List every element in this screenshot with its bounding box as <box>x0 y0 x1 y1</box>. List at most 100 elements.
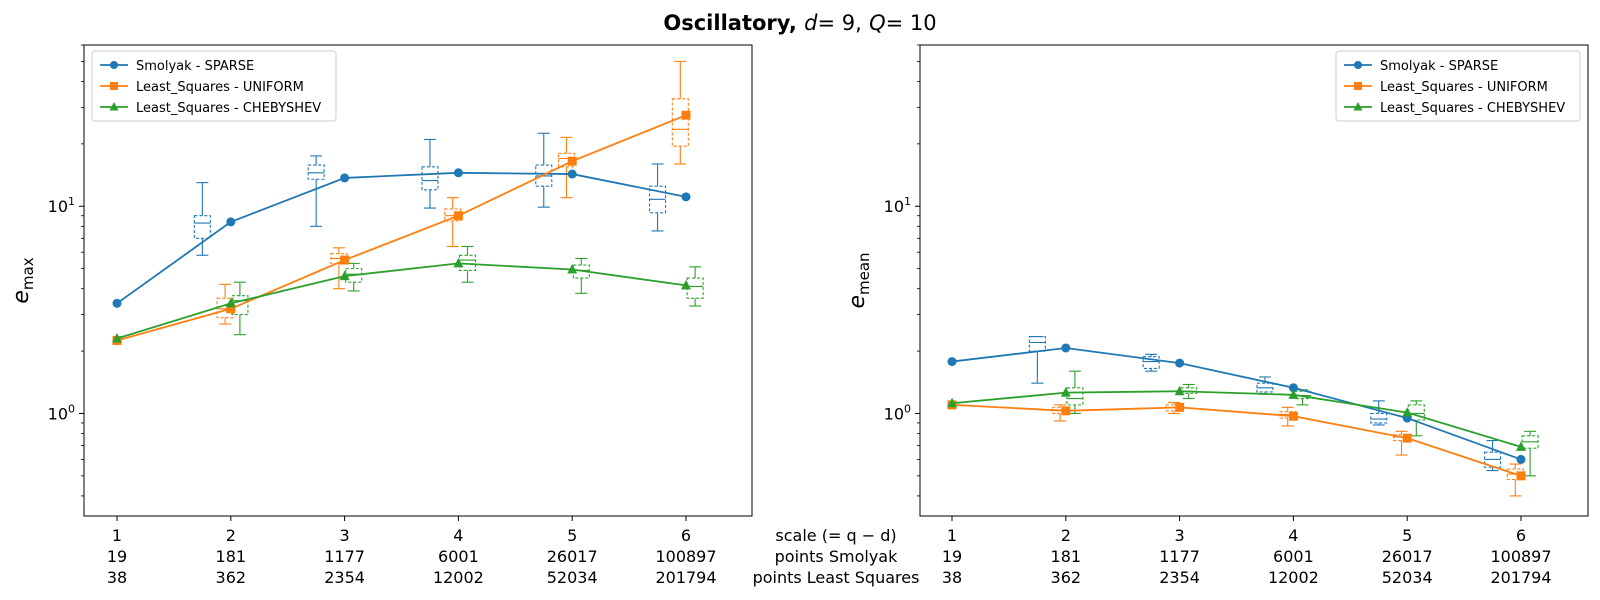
marker-triangle <box>453 257 464 268</box>
x-tick-label-smolyak: 100897 <box>655 547 716 566</box>
series-line <box>116 262 687 340</box>
x-tick-label-smolyak: 181 <box>1051 547 1082 566</box>
marker-triangle <box>947 397 957 408</box>
boxplot <box>535 132 553 208</box>
x-tick-label-smolyak: 1177 <box>324 547 365 566</box>
boxplot <box>458 245 477 283</box>
x-tick-label-scale: 6 <box>1516 526 1526 545</box>
x-tick-label-ls: 38 <box>942 568 962 587</box>
x-tick-label-scale: 3 <box>1175 526 1185 545</box>
panel-emax: 100 101 emax 1 19 38 2 181 362 3 1177 2354 4 6001 1200… <box>9 44 753 587</box>
x-tick-label-smolyak: 19 <box>942 547 962 566</box>
marker-square <box>1402 433 1412 443</box>
box <box>193 215 211 239</box>
marker-triangle <box>109 102 119 111</box>
legend: Smolyak - SPARSE Least_Squares - UNIFORM L… <box>91 50 337 122</box>
series-line <box>951 347 1522 461</box>
x-tick-label-smolyak: 6001 <box>1273 547 1314 566</box>
marker-triangle <box>112 333 122 343</box>
x-tick-label-smolyak: 6001 <box>438 547 479 566</box>
box <box>1142 356 1160 369</box>
marker-square <box>1061 406 1071 416</box>
x-tick-label-ls: 201794 <box>655 568 716 587</box>
marker-triangle <box>567 264 578 274</box>
points-smolyak-label: points Smolyak <box>775 547 898 566</box>
boxplot <box>1142 353 1160 372</box>
boxplot <box>1407 400 1425 437</box>
y-tick-label: 101 <box>884 195 911 216</box>
legend-entry: Smolyak - SPARSE <box>136 59 254 74</box>
legend-entry: Least_Squares - CHEBYSHEV <box>1380 101 1565 116</box>
x-tick-label-smolyak: 100897 <box>1490 547 1551 566</box>
box <box>1028 336 1046 352</box>
legend-entry: Smolyak - SPARSE <box>1380 59 1498 74</box>
marker-square <box>567 156 577 166</box>
marker-square <box>340 255 350 265</box>
x-tick-label-ls: 52034 <box>547 568 598 587</box>
x-tick-label-scale: 4 <box>453 526 463 545</box>
marker-circle <box>567 169 577 179</box>
marker-triangle <box>1288 389 1299 399</box>
x-tick-label-scale: 2 <box>1061 526 1071 545</box>
legend-frame <box>91 50 337 122</box>
marker-square <box>226 304 236 314</box>
y-axis-label: emax <box>9 257 37 303</box>
marker-square <box>681 110 691 120</box>
marker-triangle <box>1516 441 1526 451</box>
x-tick-label-ls: 12002 <box>433 568 484 587</box>
marker-square <box>110 82 118 90</box>
boxplot <box>421 138 439 209</box>
boxplot <box>1028 336 1046 384</box>
marker-triangle <box>1402 407 1413 417</box>
x-tick-label-scale: 2 <box>226 526 236 545</box>
box <box>1370 412 1388 424</box>
boxplot <box>1521 430 1539 477</box>
box <box>1392 434 1411 442</box>
boxplot <box>572 257 590 294</box>
marker-circle <box>110 61 118 69</box>
points-least-squares-label: points Least Squares <box>753 568 920 587</box>
box <box>1407 404 1425 421</box>
panel-emean: 100 101 emean 1 19 38 2 181 362 3 1177 2354 4 6001 120… <box>845 44 1589 587</box>
boxplot <box>648 163 667 232</box>
boxplot <box>307 155 325 227</box>
marker-circle <box>226 217 236 227</box>
marker-circle <box>112 298 122 308</box>
series-line <box>116 114 687 342</box>
marker-circle <box>1516 454 1526 464</box>
y-tick-label: 101 <box>48 195 75 216</box>
series-line <box>951 390 1522 448</box>
boxplot <box>671 60 689 165</box>
marker-circle <box>947 357 957 367</box>
boxplot <box>193 182 211 256</box>
legend-entry: Least_Squares - UNIFORM <box>136 80 304 95</box>
marker-triangle <box>339 270 350 281</box>
marker-circle <box>1175 358 1185 368</box>
box <box>307 164 325 180</box>
axes-frame <box>919 44 1589 517</box>
marker-circle <box>1288 383 1298 393</box>
legend-entry: Least_Squares - CHEBYSHEV <box>136 101 321 116</box>
marker-circle <box>1354 61 1362 69</box>
marker-triangle <box>1353 102 1363 111</box>
x-tick-label-smolyak: 26017 <box>547 547 598 566</box>
figure-title: Oscillatory, d= 9, Q= 10 <box>663 11 936 35</box>
boxplot <box>330 247 348 290</box>
y-tick-label: 100 <box>884 402 911 423</box>
x-tick-label-scale: 6 <box>681 526 691 545</box>
axes-frame <box>83 44 753 517</box>
x-tick-label-smolyak: 19 <box>107 547 127 566</box>
marker-triangle <box>1060 387 1071 397</box>
x-tick-label-ls: 2354 <box>1159 568 1200 587</box>
x-tick-label-scale: 1 <box>947 526 957 545</box>
marker-circle <box>681 192 691 202</box>
y-axis-label: emean <box>845 252 873 308</box>
x-tick-label-ls: 52034 <box>1382 568 1433 587</box>
marker-square <box>453 211 463 221</box>
legend-entry: Least_Squares - UNIFORM <box>1380 80 1548 95</box>
x-tick-label-ls: 201794 <box>1490 568 1551 587</box>
box <box>671 98 689 147</box>
x-tick-label-ls: 12002 <box>1268 568 1319 587</box>
boxplot <box>444 197 462 247</box>
center-labels: scale (= q − d) points Smolyak points Le… <box>753 526 920 587</box>
